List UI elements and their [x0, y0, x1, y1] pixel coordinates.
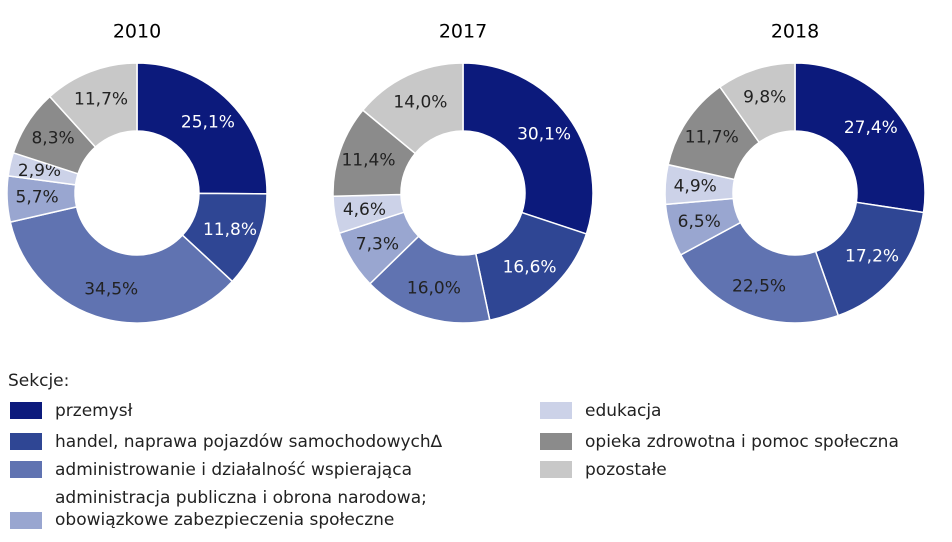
legend-swatch [10, 461, 42, 478]
legend-swatch [540, 461, 572, 478]
data-label: 6,5% [678, 212, 721, 232]
donut-slice [9, 206, 234, 324]
data-label: 11,7% [74, 90, 128, 110]
data-label: 34,5% [84, 280, 138, 300]
donut-slice [48, 62, 138, 149]
data-label: 22,5% [732, 276, 786, 296]
data-label: 14,0% [393, 93, 447, 113]
data-label: 16,6% [503, 258, 557, 278]
data-label: 7,3% [356, 235, 399, 255]
data-label: 2,9% [18, 161, 61, 181]
legend-swatch [540, 402, 572, 419]
legend-swatch [540, 433, 572, 450]
legend-label: administracja publiczna i obrona narodow… [55, 488, 427, 530]
charts: 201025,1%11,8%34,5%5,7%2,9%8,3%11,7%2017… [6, 21, 926, 324]
donut-slice [136, 62, 268, 195]
legend-swatch [10, 433, 42, 450]
legend-label: przemysł [55, 401, 133, 421]
legend-title: Sekcje: [8, 371, 70, 391]
legend-label: pozostałe [585, 460, 667, 480]
data-label: 11,4% [341, 150, 395, 170]
data-label: 25,1% [181, 113, 235, 133]
donut-slice [794, 62, 926, 214]
data-label: 30,1% [517, 124, 571, 144]
donut-slice [462, 62, 594, 235]
data-label: 11,8% [203, 220, 257, 240]
legend-swatch [10, 402, 42, 419]
data-label: 11,7% [685, 128, 739, 148]
data-label: 8,3% [31, 129, 74, 149]
chart-title: 2010 [113, 21, 161, 43]
data-label: 4,6% [343, 200, 386, 220]
data-label: 5,7% [16, 188, 59, 208]
data-label: 17,2% [845, 247, 899, 267]
legend-swatch [10, 512, 42, 529]
chart-title: 2018 [771, 21, 819, 43]
donut-slice [718, 62, 796, 144]
data-label: 9,8% [743, 88, 786, 108]
data-label: 27,4% [844, 118, 898, 138]
donut-slice [361, 62, 464, 155]
legend-label: administrowanie i działalność wspierając… [55, 460, 412, 480]
legend-label: opieka zdrowotna i pomoc społeczna [585, 432, 899, 452]
donut-slice [679, 221, 840, 324]
data-label: 4,9% [674, 176, 717, 196]
legend-label: edukacja [585, 401, 662, 421]
legend-label: handel, naprawa pojazdów samochodowych∆ [55, 432, 443, 452]
donut-slice [474, 211, 588, 322]
chart-title: 2017 [439, 21, 487, 43]
data-label: 16,0% [407, 279, 461, 299]
